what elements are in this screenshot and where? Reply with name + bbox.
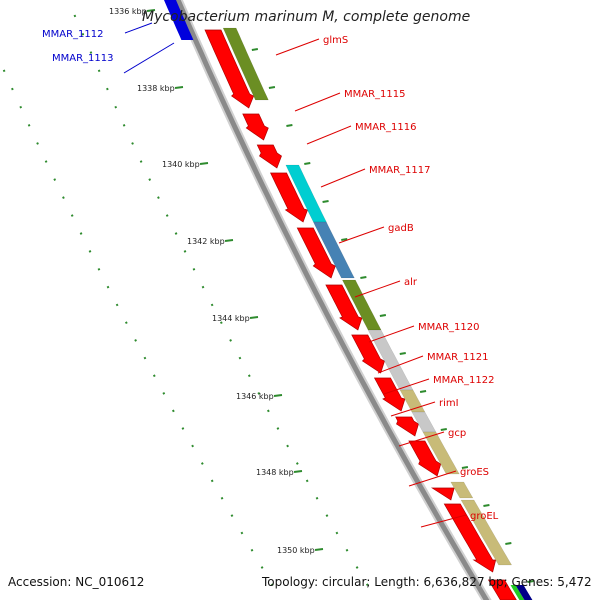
minor-tick xyxy=(399,352,406,355)
scale-tick-label: 1348 kbp xyxy=(256,468,294,477)
gene-label[interactable]: MMAR_1116 xyxy=(355,122,417,133)
minor-tick xyxy=(286,124,293,127)
gene-label[interactable]: rimI xyxy=(439,398,459,409)
scale-tick-label: 1344 kbp xyxy=(212,314,250,323)
minor-tick xyxy=(379,314,387,317)
cog-block[interactable] xyxy=(460,499,513,566)
cds-arrow[interactable] xyxy=(408,440,442,477)
gene-leader-line xyxy=(354,280,401,298)
minor-tick xyxy=(304,162,311,165)
gene-leader-line xyxy=(294,92,341,112)
gene-label[interactable]: alr xyxy=(404,277,418,288)
gene-label[interactable]: groES xyxy=(460,467,489,478)
major-tick xyxy=(273,394,283,397)
gene-leader-line xyxy=(368,325,415,343)
gene-label[interactable]: MMAR_1122 xyxy=(433,375,495,386)
cds-arrow[interactable] xyxy=(256,144,282,169)
genome-backbone xyxy=(175,0,490,600)
reverse-strand-feature[interactable] xyxy=(164,0,194,40)
gene-label[interactable]: groEL xyxy=(470,511,499,522)
cog-block[interactable] xyxy=(515,585,533,600)
cog-block[interactable] xyxy=(510,585,525,600)
major-tick xyxy=(199,162,209,165)
gene-label[interactable]: MMAR_1115 xyxy=(344,89,406,100)
minor-tick xyxy=(268,86,276,89)
gene-leader-line xyxy=(338,226,385,244)
gene-leader-line xyxy=(124,22,153,34)
cds-arrow[interactable] xyxy=(443,503,497,573)
gene-label[interactable]: MMAR_1113 xyxy=(52,53,114,64)
map-title: Mycobacterium marinum M, complete genome xyxy=(142,9,471,25)
scale-dots xyxy=(0,59,283,600)
cds-arrow[interactable] xyxy=(351,334,385,374)
minor-tick xyxy=(322,200,329,203)
scale-tick-label: 1346 kbp xyxy=(236,392,274,401)
gene-label[interactable]: gcp xyxy=(448,428,466,439)
gene-leader-line xyxy=(398,431,445,447)
minor-tick xyxy=(251,48,259,51)
cds-arrow[interactable] xyxy=(270,172,308,223)
gene-leader-line xyxy=(377,355,424,374)
accession-text: Accession: NC_010612 xyxy=(8,575,145,589)
gene-leader-line xyxy=(420,514,467,528)
cog-block[interactable] xyxy=(222,27,269,101)
scale-tick-label: 1350 kbp xyxy=(277,546,315,555)
genome-stats-text: Topology: circular; Length: 6,636,827 bp… xyxy=(262,575,592,589)
gene-leader-line xyxy=(123,42,175,74)
minor-tick xyxy=(483,504,490,507)
minor-tick xyxy=(360,276,367,279)
minor-tick xyxy=(419,390,427,393)
cds-arrow[interactable] xyxy=(487,579,517,600)
scale-tick-label: 1342 kbp xyxy=(187,237,225,246)
minor-tick xyxy=(341,238,348,241)
cog-block[interactable] xyxy=(450,481,474,499)
gene-label[interactable]: MMAR_1121 xyxy=(427,352,489,363)
gene-label[interactable]: gadB xyxy=(388,223,414,234)
backbone-shadow xyxy=(173,0,492,600)
minor-tick xyxy=(527,580,534,583)
cds-arrow[interactable] xyxy=(395,416,419,437)
cds-arrow[interactable] xyxy=(242,113,269,141)
scale-tick-label: 1338 kbp xyxy=(137,84,175,93)
gene-leader-line xyxy=(275,38,320,56)
cds-arrow[interactable] xyxy=(296,227,336,279)
gene-label[interactable]: MMAR_1120 xyxy=(418,322,480,333)
major-tick xyxy=(314,548,324,551)
scale-tick-label: 1340 kbp xyxy=(162,160,200,169)
cog-block[interactable] xyxy=(422,431,460,475)
cog-block[interactable] xyxy=(313,221,355,279)
minor-tick xyxy=(461,466,469,469)
major-tick xyxy=(249,316,259,319)
cds-arrow[interactable] xyxy=(431,487,455,501)
cds-arrow[interactable] xyxy=(373,377,406,412)
gene-label[interactable]: glmS xyxy=(323,35,348,46)
gene-leader-line xyxy=(383,378,430,395)
scale-tick-label: 1336 kbp xyxy=(109,7,147,16)
gene-leader-line xyxy=(390,401,436,417)
cds-arrow[interactable] xyxy=(325,284,363,331)
major-tick xyxy=(293,470,303,473)
major-tick xyxy=(146,9,156,12)
gene-leader-line xyxy=(320,168,366,188)
major-tick xyxy=(174,86,184,89)
minor-tick xyxy=(505,542,512,545)
minor-tick xyxy=(440,428,447,431)
gene-label[interactable]: MMAR_1117 xyxy=(369,165,431,176)
major-tick xyxy=(224,239,234,242)
gene-leader-line xyxy=(306,125,352,145)
cds-arrow[interactable] xyxy=(204,29,255,109)
gene-leader-line xyxy=(408,470,457,487)
gene-label[interactable]: MMAR_1112 xyxy=(42,29,104,40)
